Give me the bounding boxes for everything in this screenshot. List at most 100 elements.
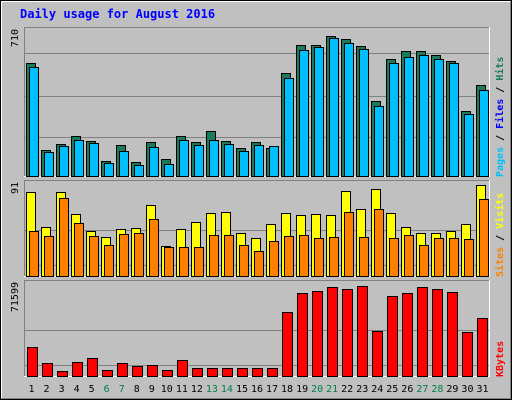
x-tick-label-18: 18 — [281, 384, 293, 395]
bar-sites-4 — [74, 223, 84, 277]
legend-separator: / — [495, 229, 506, 247]
bar-sites-1 — [29, 231, 39, 277]
x-tick-label-20: 20 — [311, 384, 323, 395]
x-tick-label-25: 25 — [386, 384, 398, 395]
bar-kbytes-25 — [387, 296, 398, 377]
x-tick-label-8: 8 — [134, 384, 140, 395]
bar-kbytes-13 — [207, 368, 218, 377]
bar-sites-15 — [239, 245, 249, 277]
bar-files-31 — [479, 90, 489, 177]
x-tick-label-19: 19 — [296, 384, 308, 395]
bar-files-4 — [74, 140, 84, 177]
bar-kbytes-6 — [102, 370, 113, 377]
x-tick-label-14: 14 — [221, 384, 233, 395]
bar-files-1 — [29, 67, 39, 177]
bar-kbytes-18 — [282, 312, 293, 377]
bar-files-7 — [119, 151, 129, 177]
x-tick-label-22: 22 — [341, 384, 353, 395]
bar-kbytes-14 — [222, 368, 233, 377]
y-max-label: 710 — [10, 29, 21, 47]
bar-sites-17 — [269, 241, 279, 277]
bar-kbytes-30 — [462, 332, 473, 377]
x-tick-label-6: 6 — [104, 384, 110, 395]
series-kbytes — [27, 286, 488, 377]
x-tick-label-17: 17 — [266, 384, 278, 395]
bar-sites-27 — [419, 245, 429, 277]
bar-kbytes-22 — [342, 289, 353, 377]
bar-files-6 — [104, 163, 114, 177]
bar-sites-24 — [374, 209, 384, 277]
bar-files-9 — [149, 147, 159, 177]
legend-entry-files: Files — [494, 99, 506, 129]
bar-kbytes-12 — [192, 368, 203, 377]
bar-kbytes-28 — [432, 289, 443, 377]
bar-kbytes-8 — [132, 366, 143, 377]
x-tick-label-23: 23 — [356, 384, 368, 395]
x-tick-label-11: 11 — [176, 384, 188, 395]
bar-files-12 — [194, 145, 204, 177]
series-files — [29, 38, 489, 177]
legend-label: KBytes — [495, 341, 506, 377]
bar-files-3 — [59, 146, 69, 177]
bar-kbytes-17 — [267, 368, 278, 377]
bar-files-19 — [299, 50, 309, 177]
bar-sites-14 — [224, 235, 234, 277]
bar-sites-29 — [449, 238, 459, 277]
legend-entry-pages: Pages — [495, 147, 506, 177]
bar-files-17 — [269, 146, 279, 177]
y-max-label: 91 — [10, 182, 21, 194]
bar-sites-7 — [119, 234, 129, 277]
legend-label: Sites / Visits — [494, 193, 506, 277]
x-tick-label-24: 24 — [371, 384, 383, 395]
bar-kbytes-19 — [297, 293, 308, 377]
bar-kbytes-21 — [327, 287, 338, 377]
bar-files-28 — [434, 59, 444, 177]
x-tick-label-26: 26 — [401, 384, 413, 395]
bar-kbytes-4 — [72, 362, 83, 377]
bar-kbytes-24 — [372, 331, 383, 377]
bar-files-8 — [134, 165, 144, 177]
panel-hits-files-pages: 710 Pages / Files / Hits — [10, 27, 506, 177]
panels: 710 Pages / Files / Hits 91 Sites / Visits 7… — [10, 27, 506, 377]
bar-sites-5 — [89, 236, 99, 277]
bar-files-13 — [209, 140, 219, 177]
legend-label: Pages / Files / Hits — [494, 57, 506, 177]
bar-kbytes-10 — [162, 370, 173, 377]
bar-sites-3 — [59, 198, 69, 277]
bar-kbytes-23 — [357, 286, 368, 377]
bar-kbytes-20 — [312, 291, 323, 377]
bar-files-24 — [374, 106, 384, 177]
x-tick-label-4: 4 — [74, 384, 80, 395]
x-tick-label-21: 21 — [326, 384, 338, 395]
bar-sites-8 — [134, 233, 144, 277]
bar-files-15 — [239, 151, 249, 177]
x-tick-label-29: 29 — [446, 384, 458, 395]
bar-files-10 — [164, 164, 174, 177]
legend-separator: / — [495, 81, 506, 99]
bar-files-11 — [179, 140, 189, 177]
x-tick-label-27: 27 — [416, 384, 428, 395]
bar-kbytes-16 — [252, 368, 263, 377]
bar-sites-22 — [344, 212, 354, 277]
bar-kbytes-27 — [417, 287, 428, 377]
bar-files-30 — [464, 114, 474, 177]
x-tick-label-9: 9 — [149, 384, 155, 395]
bar-files-21 — [329, 38, 339, 177]
bar-sites-6 — [104, 245, 114, 277]
bar-sites-11 — [179, 247, 189, 277]
bar-kbytes-9 — [147, 365, 158, 377]
x-tick-label-31: 31 — [476, 384, 488, 395]
bar-files-2 — [44, 152, 54, 177]
legend-separator: / — [495, 129, 506, 147]
bar-sites-30 — [464, 239, 474, 277]
bar-files-16 — [254, 145, 264, 177]
bar-kbytes-2 — [42, 363, 53, 377]
bar-kbytes-15 — [237, 368, 248, 377]
legend-entry-kbytes: KBytes — [495, 341, 506, 377]
x-tick-label-10: 10 — [161, 384, 173, 395]
x-tick-label-5: 5 — [89, 384, 95, 395]
bar-sites-10 — [164, 247, 174, 277]
x-tick-label-30: 30 — [461, 384, 473, 395]
